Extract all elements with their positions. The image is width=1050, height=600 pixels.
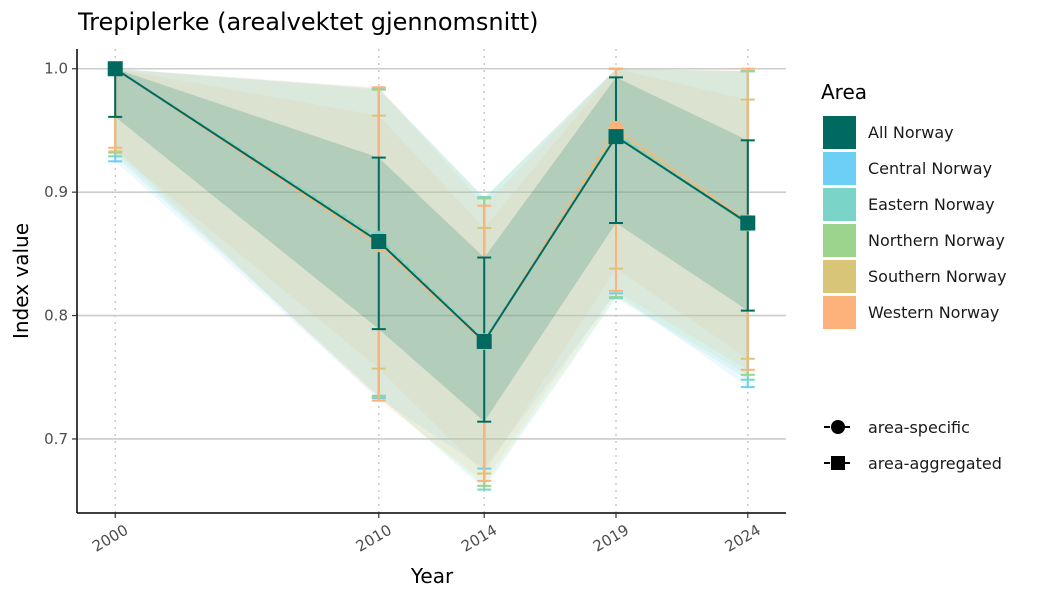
marker-square [740,215,756,231]
x-axis-title: Year [410,564,454,588]
legend-title: Area [821,80,867,104]
legend-key-western-norway [823,296,856,329]
legend-label: Western Norway [868,303,999,322]
chart-title: Trepiplerke (arealvektet gjennomsnitt) [77,8,538,36]
marker-square [371,234,387,250]
x-tick-label: 2010 [353,521,395,556]
marker-square [608,129,624,145]
band-southern-norway [115,68,748,474]
shape-legend-circle [831,420,845,434]
x-tick-label: 2024 [722,521,764,556]
legend: Area All Norway Central Norway Eastern Nor… [821,80,1007,473]
marker-square [476,333,492,349]
axes [76,49,786,514]
band-all-norway [115,68,748,422]
marker-square [107,61,123,77]
shape-legend-square [831,456,845,470]
y-tick-label: 0.9 [44,183,68,201]
x-ticks: 2000 2010 2014 2019 2024 [89,513,764,556]
legend-label: Southern Norway [868,267,1007,286]
series-markers [107,61,756,350]
legend-label: Eastern Norway [868,195,995,214]
y-tick-label: 1.0 [44,60,68,78]
legend-label: Northern Norway [868,231,1005,250]
x-tick-label: 2019 [590,521,632,556]
legend-label: Central Norway [868,159,992,178]
legend-key-southern-norway [823,260,856,293]
shape-legend-label: area-aggregated [868,454,1002,473]
y-ticks: 0.7 0.8 0.9 1.0 [44,60,77,448]
legend-key-northern-norway [823,224,856,257]
error-bar [608,76,623,224]
legend-key-all-norway [823,116,856,149]
legend-key-central-norway [823,152,856,185]
band-central-norway [115,68,748,469]
legend-key-eastern-norway [823,188,856,221]
y-tick-label: 0.8 [44,307,68,325]
y-axis-title: Index value [9,223,33,339]
y-tick-label: 0.7 [44,430,68,448]
legend-label: All Norway [868,123,954,142]
x-tick-label: 2014 [458,521,500,556]
shape-legend-label: area-specific [868,418,970,437]
x-tick-label: 2000 [89,521,131,556]
